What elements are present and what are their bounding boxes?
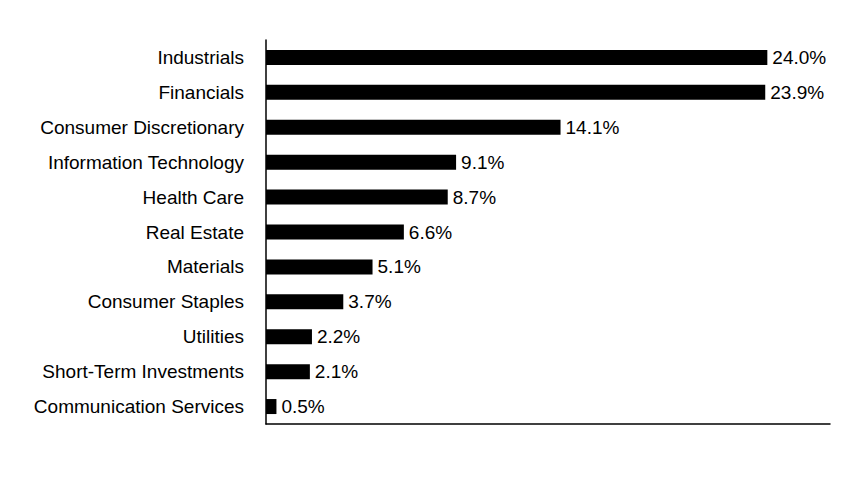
svg-text:Health Care: Health Care [143,187,244,208]
svg-text:2.1%: 2.1% [315,361,358,382]
svg-text:Real Estate: Real Estate [146,222,244,243]
svg-text:3.7%: 3.7% [348,291,391,312]
svg-text:2.2%: 2.2% [317,326,360,347]
svg-text:Communication Services: Communication Services [34,396,244,417]
svg-text:Financials: Financials [158,82,244,103]
svg-text:23.9%: 23.9% [770,82,824,103]
svg-text:Information Technology: Information Technology [48,152,245,173]
svg-text:Utilities: Utilities [183,326,244,347]
svg-text:Materials: Materials [167,256,244,277]
svg-text:Industrials: Industrials [157,47,244,68]
svg-text:24.0%: 24.0% [772,47,826,68]
svg-text:9.1%: 9.1% [461,152,504,173]
svg-text:Consumer Staples: Consumer Staples [88,291,244,312]
svg-text:14.1%: 14.1% [566,117,620,138]
svg-text:8.7%: 8.7% [453,187,496,208]
svg-text:Consumer Discretionary: Consumer Discretionary [40,117,244,138]
svg-text:5.1%: 5.1% [378,256,421,277]
svg-text:6.6%: 6.6% [409,222,452,243]
svg-text:0.5%: 0.5% [281,396,324,417]
svg-text:Short-Term Investments: Short-Term Investments [42,361,244,382]
